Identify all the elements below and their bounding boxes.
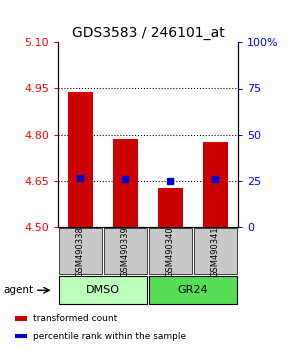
Text: percentile rank within the sample: percentile rank within the sample — [33, 332, 186, 341]
Bar — [203, 142, 228, 227]
Bar — [14, 334, 26, 338]
Bar — [104, 228, 147, 274]
Bar — [149, 276, 237, 304]
Bar — [59, 228, 102, 274]
Text: GSM490340: GSM490340 — [166, 226, 175, 277]
Text: agent: agent — [3, 285, 33, 295]
Text: DMSO: DMSO — [86, 285, 120, 295]
Bar — [14, 316, 26, 321]
Bar — [149, 228, 192, 274]
Text: transformed count: transformed count — [33, 314, 117, 323]
Title: GDS3583 / 246101_at: GDS3583 / 246101_at — [72, 26, 224, 40]
Bar — [194, 228, 237, 274]
Bar — [158, 188, 183, 227]
Bar — [68, 92, 93, 227]
Text: GSM490339: GSM490339 — [121, 226, 130, 277]
Text: GSM490341: GSM490341 — [211, 226, 220, 277]
Bar — [113, 139, 138, 227]
Text: GSM490338: GSM490338 — [76, 226, 85, 277]
Bar — [59, 276, 147, 304]
Text: GR24: GR24 — [177, 285, 208, 295]
